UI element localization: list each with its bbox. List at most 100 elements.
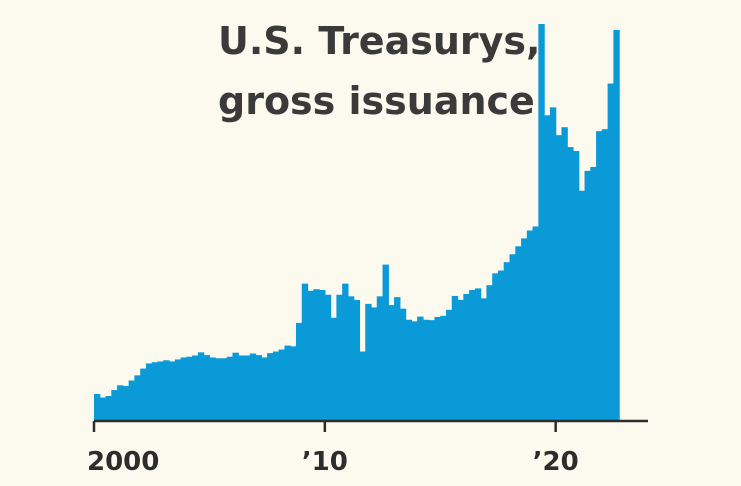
bar xyxy=(197,352,205,421)
bar xyxy=(203,355,211,421)
bar xyxy=(590,166,597,421)
bar xyxy=(371,307,378,421)
bar xyxy=(503,262,511,421)
bar xyxy=(174,359,182,421)
bar xyxy=(422,319,430,421)
x-tick-label: ’20 xyxy=(533,447,579,477)
bar xyxy=(140,368,147,421)
bar xyxy=(301,283,309,421)
bar xyxy=(457,299,464,421)
bar xyxy=(128,380,135,421)
bar xyxy=(313,289,320,421)
bar xyxy=(261,357,268,421)
bar xyxy=(347,296,355,421)
bar xyxy=(284,345,291,421)
bar xyxy=(526,230,534,421)
bar xyxy=(474,288,482,421)
bar xyxy=(359,351,366,421)
bar xyxy=(94,394,101,421)
bar xyxy=(480,298,488,421)
bar xyxy=(365,303,372,421)
bar xyxy=(278,349,286,421)
x-tick-label: 2000 xyxy=(87,447,159,477)
bars-group xyxy=(94,24,620,422)
bar xyxy=(180,357,187,421)
bar xyxy=(578,190,586,421)
bar xyxy=(105,395,112,421)
bar xyxy=(319,289,326,421)
bar xyxy=(163,360,170,421)
bar xyxy=(411,321,418,421)
bar xyxy=(209,357,216,421)
bar xyxy=(428,320,436,421)
bar xyxy=(220,358,228,421)
bar xyxy=(192,355,199,421)
bar xyxy=(336,294,343,421)
bar xyxy=(417,316,424,421)
bar xyxy=(596,131,603,421)
bar xyxy=(215,358,222,421)
bar xyxy=(255,355,262,421)
bar xyxy=(567,147,574,421)
bar xyxy=(388,305,395,421)
bar xyxy=(99,397,107,421)
bar xyxy=(169,361,176,421)
bar xyxy=(157,361,164,421)
bar xyxy=(307,290,314,421)
bar xyxy=(145,363,153,421)
x-ticks-group: 2000 ’10 ’20 xyxy=(87,421,579,477)
bar xyxy=(342,283,349,421)
bar xyxy=(267,353,274,421)
bar xyxy=(584,170,591,421)
bar xyxy=(272,351,280,421)
bar xyxy=(117,385,124,421)
bar xyxy=(151,362,159,421)
bar xyxy=(324,294,332,421)
bar xyxy=(226,356,234,421)
bar xyxy=(549,107,557,422)
bar xyxy=(232,352,239,421)
bar xyxy=(544,115,551,421)
bar xyxy=(290,346,297,421)
bar xyxy=(492,273,499,421)
bar xyxy=(399,308,407,421)
chart-title-line-2: gross issuance xyxy=(218,79,535,123)
x-tick-label: ’10 xyxy=(302,447,348,477)
bar xyxy=(497,270,505,421)
bar xyxy=(532,226,539,421)
chart-title-line-1: U.S. Treasurys, xyxy=(218,19,540,63)
bar xyxy=(607,83,614,422)
bar xyxy=(515,246,522,421)
bar xyxy=(238,355,245,421)
bar xyxy=(434,316,441,421)
bar xyxy=(353,299,361,421)
bar xyxy=(295,322,303,421)
bar xyxy=(376,296,384,421)
bar xyxy=(463,293,470,421)
bar xyxy=(446,309,453,421)
bar xyxy=(561,127,568,421)
bar xyxy=(405,319,412,421)
bar xyxy=(509,254,516,421)
bar xyxy=(244,355,251,421)
bar xyxy=(382,264,389,421)
bar xyxy=(572,151,580,422)
bar xyxy=(186,356,193,421)
bar xyxy=(486,285,493,421)
bar xyxy=(440,315,447,421)
bar xyxy=(601,129,609,421)
bar xyxy=(451,295,459,421)
bar xyxy=(249,353,257,421)
bar xyxy=(538,24,545,421)
bar xyxy=(122,386,130,421)
bar xyxy=(330,317,337,421)
bar xyxy=(613,29,620,421)
bar xyxy=(111,390,118,421)
bar xyxy=(394,297,401,421)
bar xyxy=(555,135,563,421)
bar xyxy=(521,238,528,421)
bar xyxy=(134,375,141,421)
bar xyxy=(469,289,476,421)
